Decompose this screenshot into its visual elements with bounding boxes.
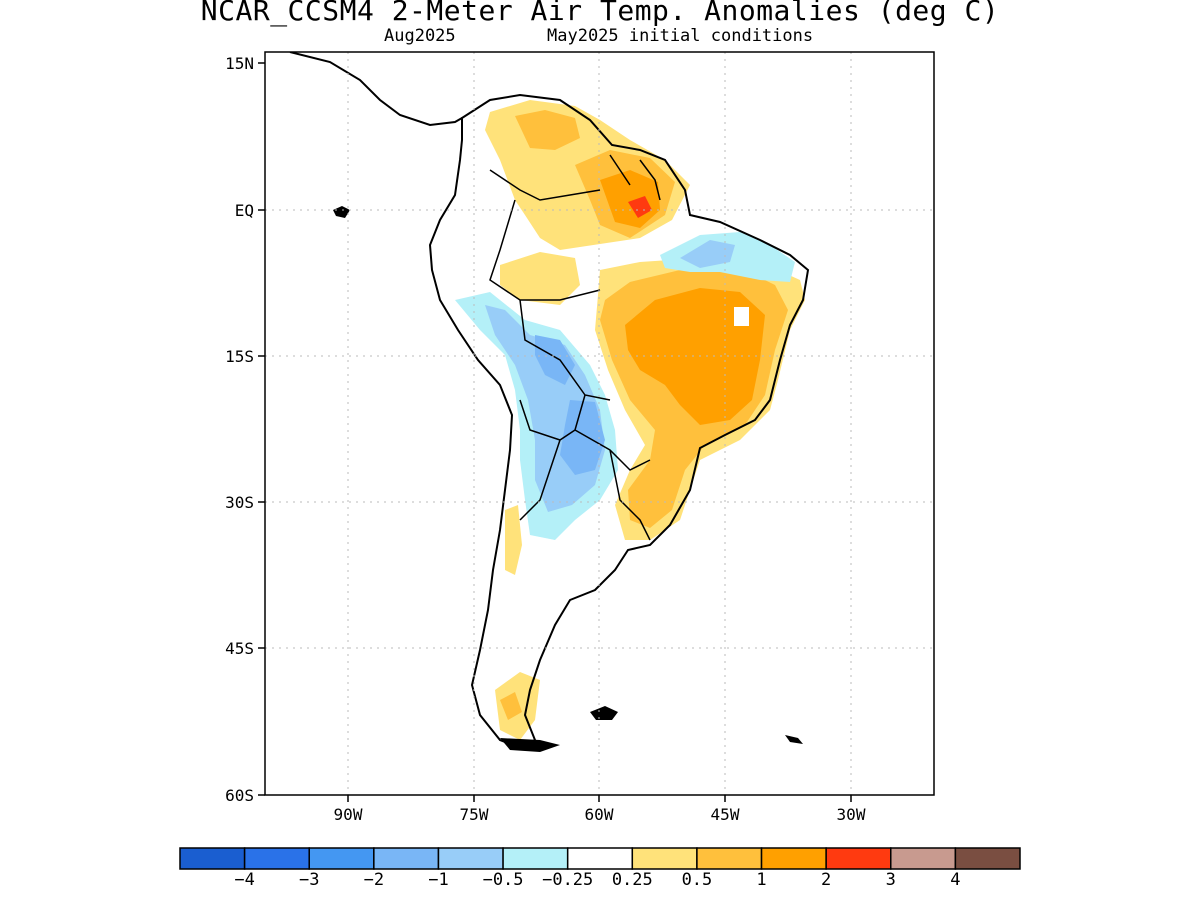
central-america-coastline bbox=[289, 52, 463, 127]
lat-label-30s: 30S bbox=[225, 493, 254, 512]
warm-anomaly-peak bbox=[628, 196, 652, 218]
warm-anomaly-north-mid bbox=[515, 110, 580, 150]
warm-anomaly-patagonia-mid bbox=[500, 692, 522, 720]
colorbar bbox=[179, 847, 1021, 870]
colorbar-box bbox=[437, 847, 504, 870]
lat-label-eq: EQ bbox=[235, 201, 254, 220]
south-georgia bbox=[785, 735, 803, 744]
colorbar-label: 0.5 bbox=[681, 870, 713, 890]
colorbar-box bbox=[890, 847, 957, 870]
colorbar-label: −1 bbox=[428, 870, 449, 890]
colorbar-box bbox=[502, 847, 569, 870]
colorbar-box bbox=[566, 847, 634, 870]
colorbar-label: −2 bbox=[363, 870, 385, 890]
lat-label-15n: 15N bbox=[225, 54, 254, 73]
colorbar-label: 4 bbox=[950, 870, 961, 890]
warm-anomaly-western-amazon bbox=[500, 252, 580, 305]
lat-label-45s: 45S bbox=[225, 639, 254, 658]
anomaly-fields bbox=[455, 100, 805, 740]
colorbar-box bbox=[308, 847, 375, 870]
colorbar-box bbox=[631, 847, 698, 870]
lat-label-15s: 15S bbox=[225, 347, 254, 366]
colorbar-box bbox=[825, 847, 892, 870]
cool-anomaly-northeast-mid bbox=[680, 240, 735, 268]
coastlines bbox=[289, 52, 810, 750]
warm-anomaly-central-chile bbox=[505, 505, 522, 575]
south-america-coastline bbox=[428, 93, 810, 750]
lon-label-75w: 75W bbox=[460, 805, 489, 824]
colorbar-box bbox=[760, 847, 827, 870]
galapagos bbox=[333, 206, 350, 218]
country-borders bbox=[489, 154, 661, 541]
colorbar-label: 1 bbox=[756, 870, 767, 890]
cool-anomaly-bolivia-strong bbox=[535, 335, 575, 385]
valid-month: Aug2025 bbox=[384, 26, 456, 46]
falkland-islands bbox=[590, 706, 618, 720]
missing-data-cell bbox=[734, 307, 749, 326]
colorbar-label: 2 bbox=[821, 870, 832, 890]
lon-label-60w: 60W bbox=[585, 805, 614, 824]
colorbar-box bbox=[243, 847, 310, 870]
tierra-del-fuego bbox=[500, 738, 560, 752]
colorbar-label: −0.5 bbox=[482, 870, 524, 890]
lon-label-90w: 90W bbox=[334, 805, 363, 824]
graticule bbox=[265, 52, 934, 795]
colorbar-box bbox=[179, 847, 246, 870]
colorbar-label: 3 bbox=[885, 870, 896, 890]
lon-label-30w: 30W bbox=[837, 805, 866, 824]
axis-ticks bbox=[258, 62, 852, 802]
colorbar-label: −4 bbox=[234, 870, 255, 890]
colorbar-box bbox=[696, 847, 763, 870]
lat-label-60s: 60S bbox=[225, 786, 254, 805]
colorbar-box bbox=[373, 847, 440, 870]
cool-anomaly-chaco-strong bbox=[560, 400, 605, 475]
colorbar-box bbox=[954, 847, 1021, 870]
map-title: NCAR_CCSM4 2-Meter Air Temp. Anomalies (… bbox=[200, 0, 1000, 27]
warm-anomaly-brazil-strong bbox=[625, 288, 765, 425]
colorbar-label: −0.25 bbox=[542, 870, 594, 890]
colorbar-label: −3 bbox=[298, 870, 320, 890]
islands bbox=[333, 206, 803, 752]
colorbar-label: 0.25 bbox=[611, 870, 653, 890]
initial-conditions: May2025 initial conditions bbox=[547, 26, 814, 46]
lon-label-45w: 45W bbox=[711, 805, 740, 824]
